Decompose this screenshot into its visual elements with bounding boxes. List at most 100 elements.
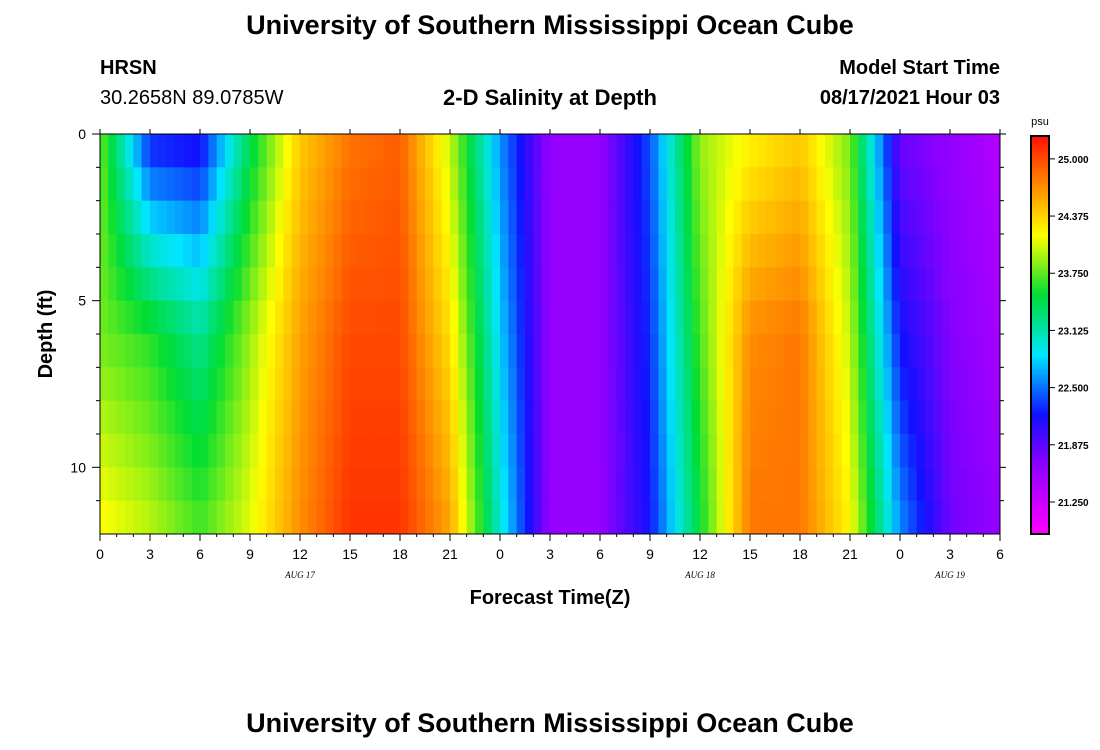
heatmap-cell: [116, 300, 126, 335]
heatmap-cell: [325, 234, 334, 268]
heatmap-cell: [133, 267, 143, 302]
heatmap-cell: [975, 200, 984, 235]
heatmap-cell: [841, 500, 851, 534]
heatmap-cell: [316, 200, 326, 235]
heatmap-cell: [725, 167, 734, 202]
heatmap-cell: [583, 300, 593, 335]
heatmap-cell: [375, 234, 384, 268]
heatmap-cell: [433, 234, 443, 268]
heatmap-cell: [175, 500, 184, 534]
heatmap-cell: [541, 167, 551, 202]
heatmap-cell: [558, 367, 568, 402]
heatmap-cell: [608, 434, 618, 468]
heatmap-cell: [233, 367, 243, 402]
heatmap-cell: [700, 467, 709, 502]
heatmap-cell: [966, 367, 976, 402]
heatmap-cell: [666, 467, 676, 502]
heatmap-cell: [391, 167, 401, 202]
heatmap-cell: [683, 267, 693, 302]
heatmap-cell: [933, 234, 943, 268]
heatmap-cell: [558, 334, 568, 368]
heatmap-cell: [983, 234, 993, 268]
heatmap-cell: [225, 434, 234, 468]
heatmap-cell: [525, 200, 534, 235]
heatmap-cell: [458, 300, 468, 335]
heatmap-cell: [416, 467, 426, 502]
heatmap-cell: [858, 400, 868, 435]
heatmap-cell: [108, 267, 118, 302]
heatmap-cell: [900, 200, 909, 235]
heatmap-cell: [491, 500, 501, 534]
heatmap-cell: [175, 434, 184, 468]
heatmap-cell: [866, 367, 876, 402]
heatmap-cell: [366, 500, 376, 534]
heatmap-cell: [400, 367, 409, 402]
heatmap-cell: [291, 267, 301, 302]
heatmap-cell: [183, 200, 193, 235]
heatmap-cell: [525, 167, 534, 202]
heatmap-cell: [316, 167, 326, 202]
heatmap-cell: [983, 400, 993, 435]
heatmap-cell: [166, 267, 176, 302]
heatmap-cell: [858, 234, 868, 268]
heatmap-cell: [950, 334, 959, 368]
heatmap-cell: [316, 134, 326, 168]
heatmap-cell: [350, 200, 359, 235]
heatmap-cell: [258, 400, 268, 435]
heatmap-cell: [558, 400, 568, 435]
heatmap-cell: [375, 500, 384, 534]
x-tick-label: 12: [692, 546, 708, 562]
heatmap-cell: [941, 267, 951, 302]
heatmap-cell: [975, 434, 984, 468]
heatmap-cell: [375, 434, 384, 468]
station-coordinates: 30.2658N 89.0785W: [100, 87, 284, 109]
heatmap-cell: [225, 367, 234, 402]
heatmap-cell: [891, 400, 901, 435]
heatmap-cell: [950, 400, 959, 435]
colorbar-tick-label: 21.875: [1058, 441, 1089, 452]
heatmap-cell: [266, 500, 276, 534]
heatmap-cell: [691, 267, 701, 302]
heatmap-cell: [925, 200, 934, 235]
heatmap-cell: [150, 500, 159, 534]
heatmap-cell: [341, 134, 351, 168]
heatmap-cell: [116, 500, 126, 534]
heatmap-cell: [633, 400, 643, 435]
heatmap-cell: [158, 300, 168, 335]
heatmap-cell: [716, 300, 726, 335]
heatmap-cell: [458, 367, 468, 402]
heatmap-cell: [116, 434, 126, 468]
heatmap-cell: [625, 234, 634, 268]
heatmap-cell: [625, 467, 634, 502]
heatmap-cell: [350, 367, 359, 402]
heatmap-cell: [783, 234, 793, 268]
heatmap-cell: [325, 367, 334, 402]
heatmap-cell: [125, 200, 134, 235]
heatmap-cell: [800, 434, 809, 468]
heatmap-cell: [700, 234, 709, 268]
heatmap-cell: [758, 467, 768, 502]
heatmap-cell: [275, 500, 284, 534]
heatmap-cell: [441, 267, 451, 302]
heatmap-cell: [325, 500, 334, 534]
heatmap-cell: [150, 434, 159, 468]
heatmap-cell: [333, 334, 343, 368]
heatmap-cell: [100, 500, 109, 534]
heatmap-cell: [525, 300, 534, 335]
heatmap-cell: [958, 434, 968, 468]
heatmap-cell: [375, 200, 384, 235]
heatmap-cell: [100, 367, 109, 402]
colorbar-tick-label: 25.000: [1058, 155, 1089, 166]
heatmap-cell: [858, 300, 868, 335]
heatmap-cell: [566, 234, 576, 268]
heatmap-cell: [191, 200, 201, 235]
heatmap-cell: [758, 234, 768, 268]
heatmap-cell: [658, 234, 668, 268]
heatmap-cell: [116, 134, 126, 168]
heatmap-cell: [541, 400, 551, 435]
x-tick-label: 0: [896, 546, 904, 562]
heatmap-cell: [358, 334, 368, 368]
heatmap-cell: [475, 167, 484, 202]
heatmap-cell: [508, 267, 518, 302]
heatmap-cell: [691, 467, 701, 502]
